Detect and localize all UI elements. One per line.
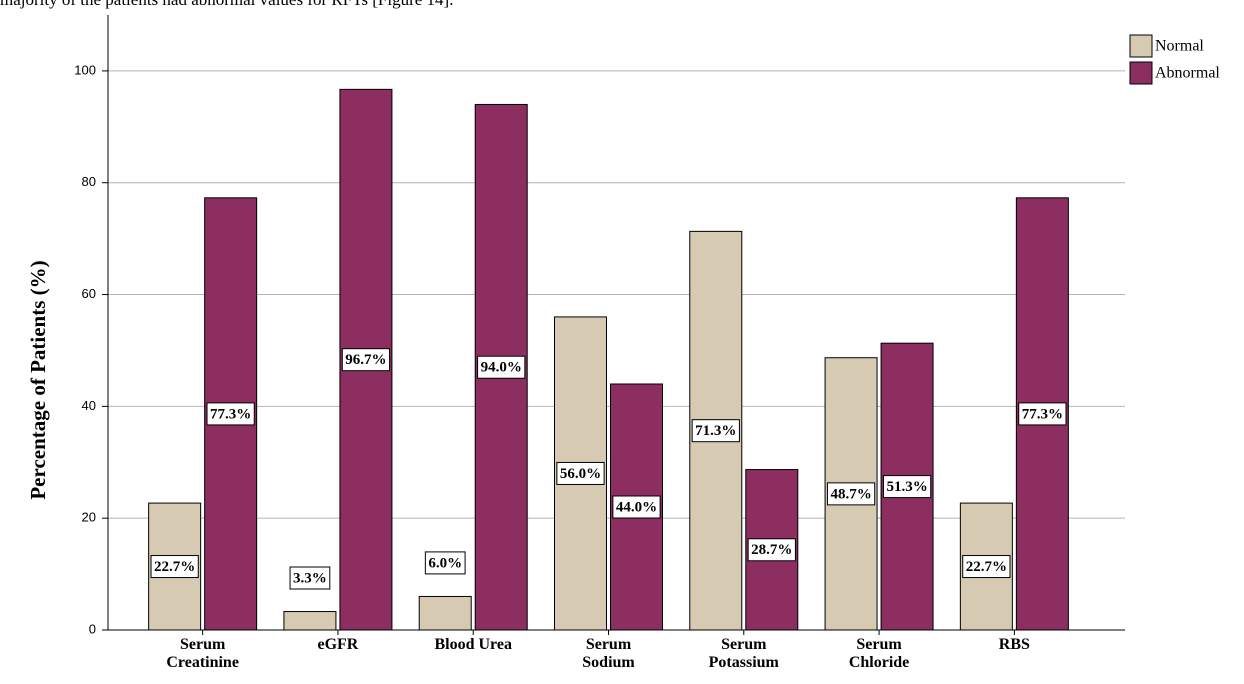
- y-tick-label: 60: [82, 286, 96, 301]
- value-label-box: [747, 538, 796, 562]
- y-tick-label: 0: [89, 621, 96, 636]
- y-tick-label: 80: [82, 174, 96, 189]
- value-label-box: [962, 555, 1011, 579]
- value-label-box: [206, 402, 255, 426]
- value-label-box: [826, 482, 876, 506]
- legend-label: Abnormal: [1155, 65, 1220, 82]
- value-label: 44.0%: [616, 499, 657, 515]
- x-tick-label: RBS: [998, 636, 1030, 653]
- value-label: 28.7%: [751, 542, 792, 558]
- value-label: 77.3%: [1022, 406, 1063, 422]
- legend-swatch: [1129, 61, 1153, 85]
- x-tick-label: Serum Potassium: [708, 636, 779, 671]
- value-label: 77.3%: [210, 406, 251, 422]
- y-tick-label: 20: [82, 510, 96, 525]
- bar: [418, 595, 472, 631]
- value-label: 71.3%: [695, 423, 736, 439]
- legend-swatch: [1129, 34, 1153, 58]
- x-tick-label: Serum Chloride: [848, 636, 910, 671]
- value-label: 3.3%: [293, 570, 327, 586]
- value-label: 22.7%: [154, 559, 195, 575]
- x-tick-label: Serum Creatinine: [166, 636, 239, 671]
- x-tick-label: Blood Urea: [434, 636, 512, 653]
- y-axis-label: Percentage of Patients (%): [26, 260, 50, 499]
- value-label: 51.3%: [886, 479, 927, 495]
- value-label-box: [1018, 402, 1067, 426]
- value-label-box: [882, 475, 932, 499]
- value-label-box: [150, 555, 199, 579]
- value-label-box: [424, 551, 466, 575]
- value-label: 96.7%: [345, 352, 386, 368]
- value-label-box: [691, 419, 740, 443]
- legend-label: Normal: [1155, 38, 1204, 55]
- y-tick-label: 40: [82, 398, 96, 413]
- value-label-box: [612, 495, 661, 519]
- value-label: 6.0%: [428, 555, 462, 571]
- x-tick-label: Serum Sodium: [582, 636, 635, 671]
- x-tick-label: eGFR: [317, 636, 359, 653]
- value-label: 22.7%: [966, 559, 1007, 575]
- value-label-box: [477, 355, 526, 379]
- y-tick-label: 100: [74, 62, 96, 77]
- bar: [283, 611, 337, 631]
- value-label-box: [289, 566, 331, 590]
- value-label: 56.0%: [560, 466, 601, 482]
- page-text: majority of the patients had abnormal va…: [0, 0, 453, 9]
- value-label: 48.7%: [830, 486, 871, 502]
- value-label-box: [341, 348, 391, 372]
- value-label: 94.0%: [481, 360, 522, 376]
- value-label-box: [556, 461, 605, 485]
